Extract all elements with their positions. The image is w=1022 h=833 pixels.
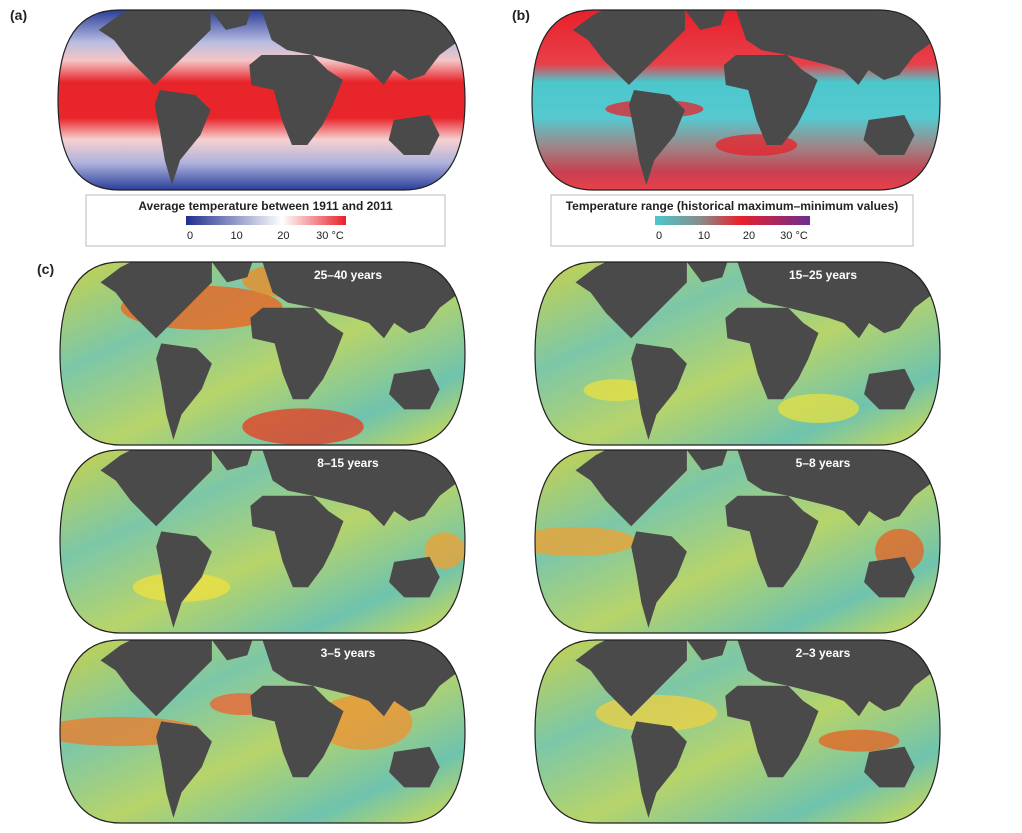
map [535,262,940,445]
colorbar-tick: 30 °C [316,230,344,242]
map-label: 3–5 years [321,646,376,660]
legend-title: Temperature range (historical maximum–mi… [566,199,899,213]
map-outline [59,261,466,446]
panel-label: (b) [512,7,530,23]
colorbar [186,216,346,225]
anomaly [583,379,649,402]
map-outline [59,449,466,634]
anomaly [778,393,859,424]
map-label: 2–3 years [796,646,851,660]
map-outline [534,261,941,446]
colorbar-tick: 30 °C [780,230,808,242]
map-label: 15–25 years [789,268,857,282]
map [60,640,465,823]
panel-label: (c) [37,261,54,277]
map-outline [57,9,466,191]
map [532,10,940,190]
colorbar-tick: 0 [656,230,662,242]
colorbar-tick: 20 [743,230,755,242]
map [535,640,940,823]
colorbar-tick: 10 [698,230,710,242]
legend-title: Average temperature between 1911 and 201… [138,199,393,213]
colorbar-tick: 20 [277,230,289,242]
map [60,262,465,445]
anomaly [535,526,637,557]
map [58,10,465,190]
map [60,450,465,633]
map-label: 25–40 years [314,268,382,282]
colorbar [655,216,810,225]
anomaly [818,729,900,752]
map-label: 5–8 years [796,456,851,470]
map-label: 8–15 years [317,456,379,470]
map-outline [531,9,941,191]
map-outline [534,449,941,634]
panel-label: (a) [10,7,27,23]
map-outline [59,639,466,824]
anomaly [424,532,465,569]
map [535,450,940,633]
anomaly [242,408,364,445]
colorbar-tick: 10 [231,230,243,242]
colorbar-tick: 0 [187,230,193,242]
map-outline [534,639,941,824]
